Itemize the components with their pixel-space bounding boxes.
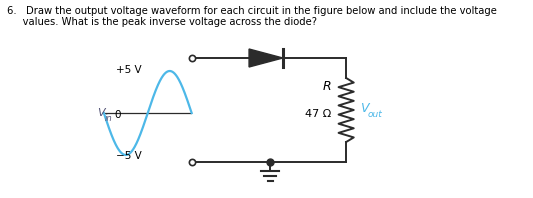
Text: V: V (360, 102, 368, 114)
Text: −5 V: −5 V (116, 151, 141, 161)
Text: 6.   Draw the output voltage waveform for each circuit in the figure below and i: 6. Draw the output voltage waveform for … (7, 6, 497, 16)
Polygon shape (249, 49, 283, 67)
Text: 47 Ω: 47 Ω (305, 109, 331, 119)
Text: +5 V: +5 V (116, 65, 141, 75)
Text: values. What is the peak inverse voltage across the diode?: values. What is the peak inverse voltage… (7, 17, 317, 27)
Text: V: V (97, 108, 104, 118)
Text: 0: 0 (115, 110, 122, 120)
Text: in: in (104, 113, 112, 123)
Text: R: R (322, 80, 331, 93)
Text: out: out (367, 109, 382, 118)
